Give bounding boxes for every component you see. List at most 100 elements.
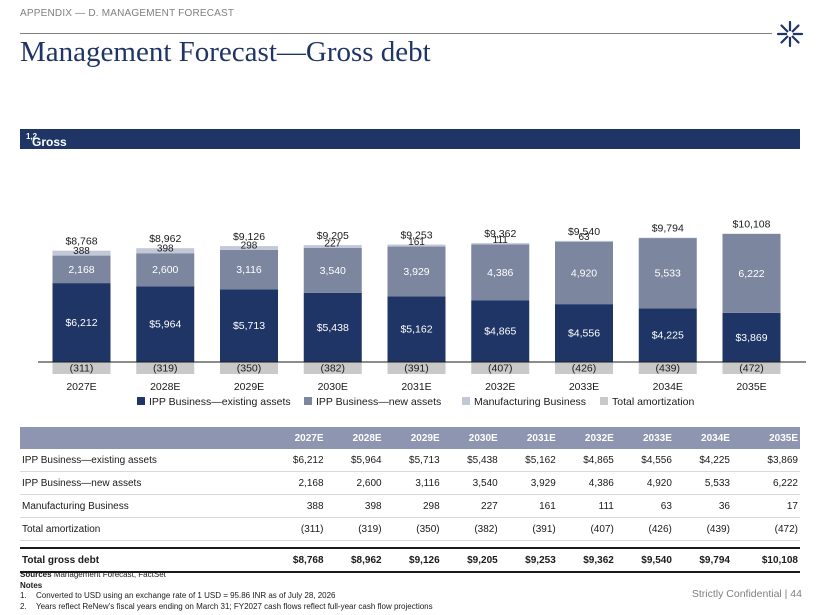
bar-segment-negative (638, 362, 697, 374)
bar-segment-negative (555, 362, 613, 374)
table-header-row: 2027E 2028E 2029E 2030E 2031E 2032E 2033E 2034E… (20, 427, 800, 449)
bar-segment-negative (220, 362, 278, 374)
table-cell: $6,212 (267, 449, 326, 472)
bar-value-label: $5,964 (149, 319, 181, 331)
table-row-label: Total gross debt (20, 547, 268, 573)
legend-swatch (137, 397, 145, 405)
company-logo-icon (776, 20, 804, 48)
table-header-year: 2030E (441, 427, 500, 449)
bar-segment (722, 233, 781, 313)
bar-total-label: $9,253 (400, 229, 432, 241)
bar-segment (471, 300, 530, 362)
table-cell: 17 (731, 494, 800, 518)
table-cell: 6,222 (731, 471, 800, 495)
table-header-year: 2031E (499, 427, 558, 449)
x-tick-label: 2034E (653, 381, 683, 393)
bar-segment (638, 308, 697, 362)
table-cell: $9,205 (441, 547, 500, 573)
notes-label: Notes (20, 580, 43, 590)
x-tick-label: 2035E (736, 381, 766, 393)
bar-segment (220, 249, 278, 290)
bar-value-label: $5,162 (400, 324, 432, 336)
bar-value-label: $5,713 (233, 320, 265, 332)
bar-segment (471, 243, 530, 245)
bar-value-label: (407) (488, 363, 513, 375)
sources-text: Management Forecast, FactSet (53, 570, 166, 579)
bar-value-label: (350) (237, 363, 262, 375)
bar-value-label: 227 (324, 238, 341, 249)
table-cell: 227 (441, 494, 500, 518)
bar-segment (387, 244, 446, 247)
table-cell: 3,116 (383, 471, 442, 495)
table-cell: 36 (673, 494, 732, 518)
table-cell: $10,108 (731, 547, 800, 573)
table-cell: 2,600 (325, 471, 384, 495)
bar-value-label: 2,168 (68, 264, 94, 276)
bar-segment (555, 241, 613, 305)
bar-value-label: 4,920 (571, 267, 597, 279)
gross-debt-stacked-bar-chart: $6,212 2,168 388 (311) $8,768 2027E $5,964 2,60… (38, 219, 806, 393)
table-cell: $9,126 (383, 547, 442, 573)
confidential-page-number: Strictly Confidential | 44 (691, 588, 802, 600)
table-spacer-cell (20, 541, 800, 549)
table-cell: $4,865 (557, 449, 616, 472)
bar-total-label: $9,794 (652, 223, 684, 235)
bar-value-label: 298 (241, 240, 258, 251)
legend-label: IPP Business—new assets (316, 396, 442, 408)
table-cell: (350) (383, 517, 442, 541)
legend-item: Total amortization (600, 396, 694, 408)
x-tick-label: 2029E (234, 381, 264, 393)
bar-value-label: 63 (578, 232, 590, 243)
bar-value-label: (311) (70, 363, 94, 375)
table-cell: $8,962 (325, 547, 384, 573)
bar-value-label: (472) (739, 363, 764, 375)
bar-segment (136, 253, 195, 287)
legend-swatch (600, 397, 608, 405)
table-cell: (407) (557, 517, 616, 541)
bar-value-label: (319) (153, 363, 178, 375)
bar-value-label: (426) (572, 363, 597, 375)
table-cell: $9,794 (673, 547, 732, 573)
table-cell: 3,929 (499, 471, 558, 495)
legend-item: IPP Business—existing assets (137, 396, 291, 408)
table-cell: $9,362 (557, 547, 616, 573)
legend-item: IPP Business—new assets (304, 396, 441, 408)
bar-segment (136, 286, 195, 362)
bar-value-label: 2,600 (152, 264, 178, 276)
footer-notes: Sources Management Forecast, FactSet Not… (20, 570, 433, 612)
table-cell: 161 (499, 494, 558, 518)
table-header-year: 2035E (731, 427, 800, 449)
bar-segment (52, 255, 111, 284)
x-tick-label: 2027E (66, 381, 96, 393)
table-header-year: 2033E (615, 427, 674, 449)
bar-segment (471, 244, 530, 301)
table-row-label: IPP Business—new assets (20, 471, 268, 495)
table-cell: 4,386 (557, 471, 616, 495)
x-tick-label: 2031E (401, 381, 431, 393)
bar-segment (638, 238, 697, 309)
table-cell: $4,225 (673, 449, 732, 472)
bar-value-label: 388 (73, 246, 90, 257)
table-cell: $4,556 (615, 449, 674, 472)
legend-swatch (462, 397, 470, 405)
table-cell: 2,168 (267, 471, 326, 495)
bar-segment-negative (471, 362, 530, 374)
legend-label: Manufacturing Business (474, 396, 587, 408)
table-cell: 3,540 (441, 471, 500, 495)
table-cell: (311) (267, 517, 326, 541)
table-cell: 63 (615, 494, 674, 518)
bar-total-label: $9,205 (317, 230, 349, 242)
bar-segment-negative (52, 362, 111, 374)
bar-value-label: $3,869 (735, 332, 767, 344)
bar-segment-negative (722, 362, 781, 374)
bar-value-label: (439) (655, 363, 680, 375)
table-cell: (439) (673, 517, 732, 541)
bar-segment-negative (136, 362, 195, 374)
table-header-year: 2028E (325, 427, 384, 449)
bar-total-label: $9,540 (568, 226, 600, 238)
bar-value-label: $5,438 (317, 322, 349, 334)
table-cell: 388 (267, 494, 326, 518)
table-spacer (20, 541, 800, 549)
bar-value-label: (382) (320, 363, 345, 375)
legend-label: Total amortization (612, 396, 695, 408)
